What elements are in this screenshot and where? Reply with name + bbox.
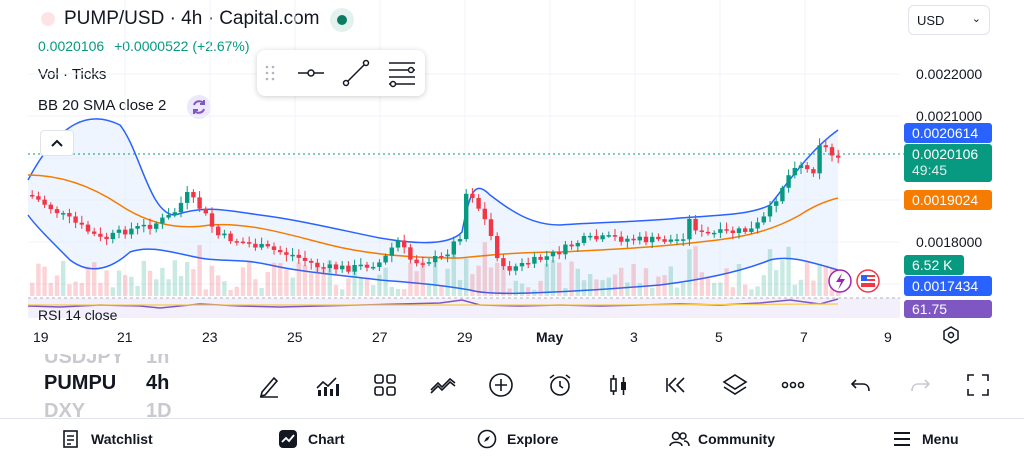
community-icon [669,431,690,447]
last-price-tag: 0.0020106 49:45 [904,144,992,182]
pump-logo-icon [41,12,55,26]
nav-community[interactable]: Community [669,431,775,447]
price-tick: 0.0021000 [916,108,983,124]
compass-icon [477,429,497,449]
next-symbol[interactable]: DXY [44,400,86,422]
replay-icon[interactable] [661,370,691,400]
interval-picker[interactable]: 4h [146,372,170,394]
symbol-title: PUMP/USD · 4h · Capital.com [38,8,320,30]
layers-icon[interactable] [720,370,750,400]
compare-icon[interactable] [428,370,458,400]
bollinger-upper-line [27,118,839,244]
nav-watchlist[interactable]: Watchlist [63,430,153,448]
nav-chart-label: Chart [308,431,345,447]
chart-icon [279,430,297,448]
date-tick: 23 [202,329,218,345]
redo-icon[interactable] [905,370,935,400]
date-tick: 29 [457,329,473,345]
nav-chart[interactable]: Chart [279,430,345,448]
last-price: 0.0020106 [38,38,105,54]
bottom-nav: Watchlist Chart Explore Community Menu [0,418,1024,462]
nav-explore[interactable]: Explore [477,429,559,449]
rsi-line [27,298,839,309]
more-icon[interactable] [778,370,808,400]
nav-community-label: Community [698,431,775,447]
rsi-signal-line [28,303,839,306]
currency-select[interactable]: USD ⌄ [908,5,990,35]
date-tick: 5 [715,329,723,345]
date-tick: 9 [884,329,892,345]
chevron-down-icon: ⌄ [971,13,981,25]
collapse-legend-button[interactable] [40,130,74,156]
currency-value: USD [917,13,945,28]
drawing-toolbar [257,50,425,96]
price-line: 0.0020106 +0.0000522 (+2.67%) [38,38,250,54]
settings-icon[interactable] [942,326,960,344]
alarm-icon[interactable] [545,370,575,400]
add-icon[interactable] [486,370,516,400]
nav-menu-label: Menu [922,431,959,447]
undo-icon[interactable] [846,370,876,400]
hamburger-menu-icon [894,432,910,446]
bollinger-band-fill [28,118,838,294]
symbol-picker[interactable]: PUMPU [44,372,117,394]
refresh-icon[interactable] [187,95,211,119]
nav-menu[interactable]: Menu [894,431,959,447]
watchlist-icon [63,430,78,448]
grid-layout-icon[interactable] [370,370,400,400]
candlesticks [30,138,841,276]
candle-countdown: 49:45 [912,162,948,178]
nav-explore-label: Explore [507,431,559,447]
horizontal-line-tool-icon[interactable] [297,62,325,84]
date-tick: 27 [372,329,388,345]
bollinger-legend[interactable]: BB 20 SMA close 2 [38,97,167,114]
volume-bars [30,242,841,296]
pencil-icon[interactable] [254,370,284,400]
chevron-up-icon [51,139,63,147]
date-tick: 25 [287,329,303,345]
bb-basis-price-tag: 0.0019024 [904,190,992,210]
price-change: +0.0000522 (+2.67%) [114,38,250,54]
last-price-tag-value: 0.0020106 [912,146,979,162]
price-tick: 0.0018000 [916,234,983,250]
candles-icon[interactable] [603,370,633,400]
bb-upper-price-tag: 0.0020614 [904,123,992,143]
trend-line-tool-icon[interactable] [341,58,371,88]
rsi-value-tag: 61.75 [904,300,992,318]
drag-handle-icon[interactable] [265,64,275,82]
date-tick: 7 [800,329,808,345]
volume-tag: 6.52 K [904,255,964,275]
prev-symbol[interactable]: USDJPY [44,346,125,368]
bollinger-lower-line [27,214,839,295]
bb-lower-price-tag: 0.0017434 [904,276,992,296]
market-status-icon[interactable] [330,8,354,32]
date-tick: 19 [33,329,49,345]
fib-retracement-tool-icon[interactable] [387,58,417,88]
date-tick: 3 [630,329,638,345]
rsi-legend[interactable]: RSI 14 close [38,307,118,323]
indicators-icon[interactable] [312,370,342,400]
rsi-pane [28,298,900,318]
date-tick-month: May [536,329,564,345]
next-interval[interactable]: 1D [146,400,172,422]
price-tick: 0.0022000 [916,66,983,82]
nav-watchlist-label: Watchlist [91,431,153,447]
date-tick: 21 [117,329,133,345]
prev-interval[interactable]: 1h [146,346,170,368]
fullscreen-icon[interactable] [963,370,993,400]
symbol-title-text: PUMP/USD · 4h · Capital.com [64,8,320,29]
